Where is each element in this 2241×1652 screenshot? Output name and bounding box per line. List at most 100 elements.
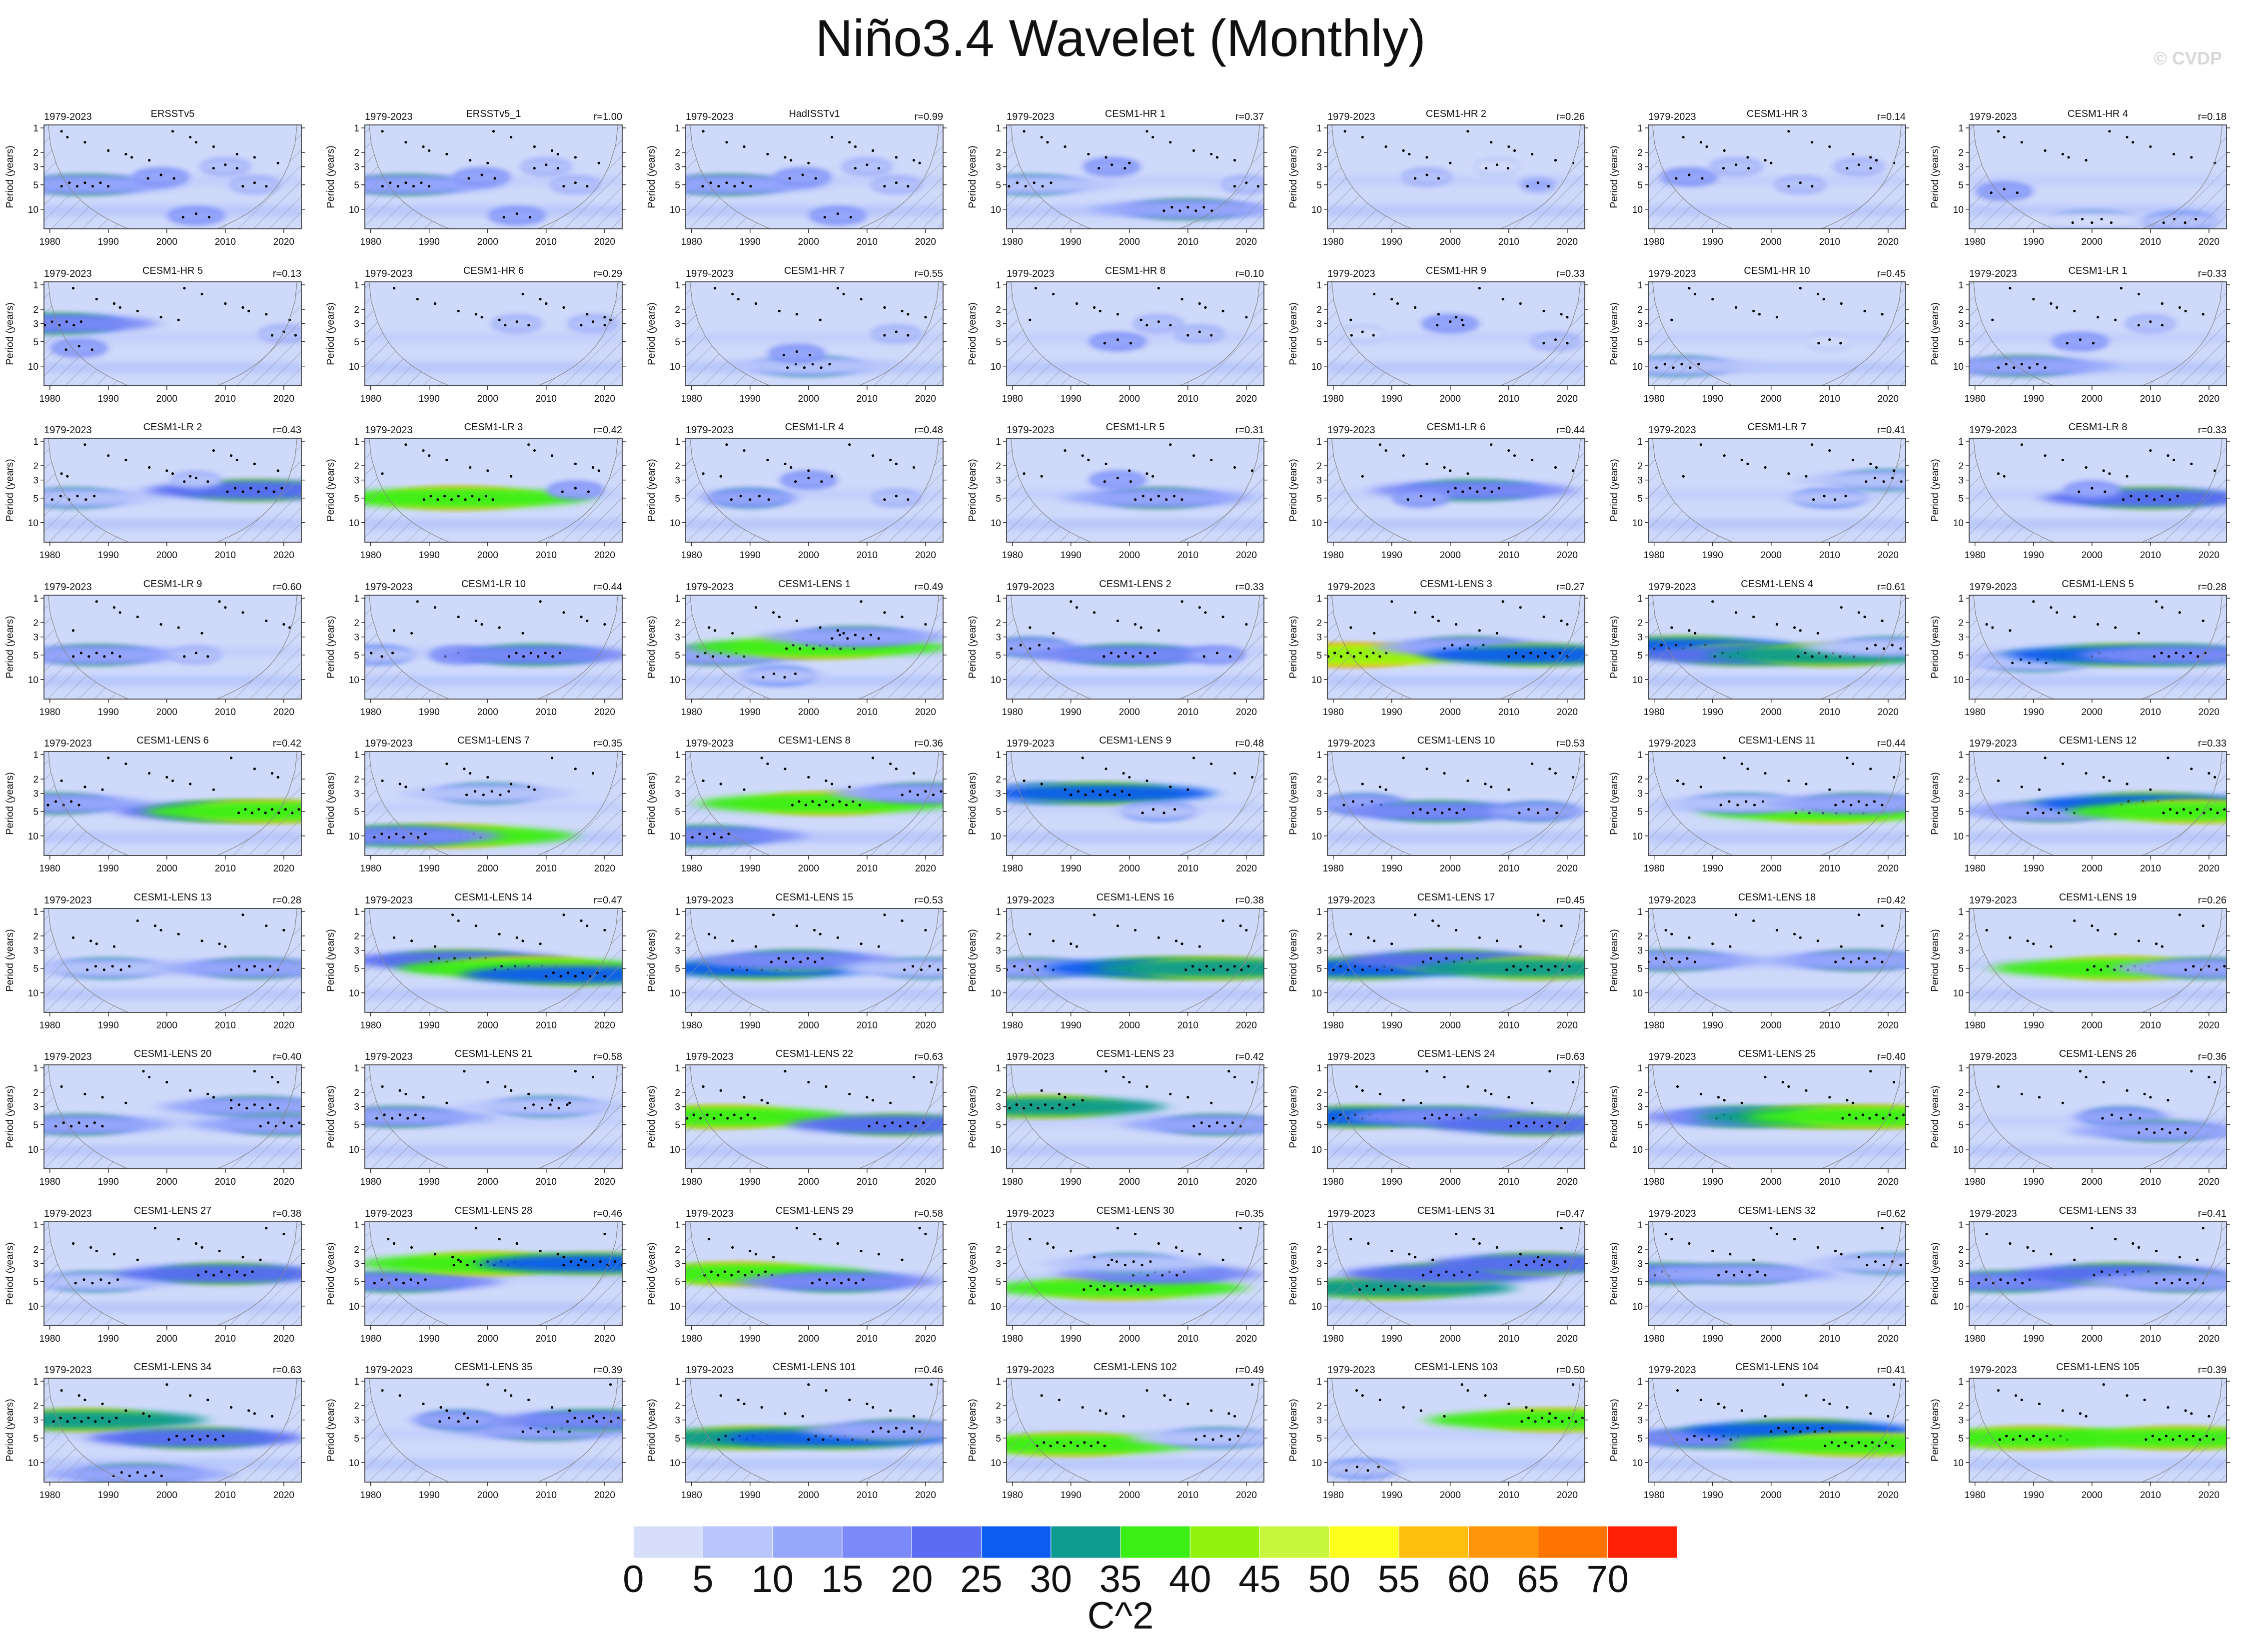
significance-dot <box>1105 156 1108 159</box>
y-tick-label: 5 <box>1637 1434 1643 1444</box>
x-tick-label: 2020 <box>2199 237 2220 247</box>
x-tick-label: 1980 <box>1323 394 1344 404</box>
y-axis-label: Period (years) <box>967 1085 978 1148</box>
significance-dot <box>2120 287 2123 290</box>
panel-correlation: r=0.33 <box>1235 582 1264 593</box>
significance-dot <box>1882 1117 1885 1120</box>
panel-plot-area <box>365 752 622 855</box>
significance-dot <box>1233 772 1236 775</box>
wavelet-panel: 1979-2023 CESM1-LENS 103 r=0.50123510Perio… <box>1288 1362 1588 1501</box>
significance-dot <box>1204 306 1207 309</box>
significance-dot <box>1519 302 1522 305</box>
significance-dot <box>1361 135 1364 139</box>
significance-dot <box>115 1417 118 1420</box>
significance-dot <box>1215 156 1218 159</box>
significance-dot <box>1373 292 1376 296</box>
significance-dot <box>1361 330 1364 333</box>
y-tick-label: 2 <box>675 305 680 315</box>
y-tick-label: 10 <box>1311 675 1322 686</box>
y-tick-label: 2 <box>1958 1088 1964 1098</box>
significance-dot <box>1821 1427 1824 1430</box>
significance-dot <box>2044 454 2047 457</box>
panel-frame <box>1006 1064 1264 1169</box>
significance-dot <box>550 1406 554 1409</box>
wavelet-panel: 1979-2023 CESM1-LENS 102 r=0.49123510Perio… <box>967 1362 1267 1501</box>
significance-dot <box>2020 1092 2023 1096</box>
y-tick-label: 2 <box>996 1401 1001 1412</box>
significance-dot <box>562 306 565 309</box>
significance-dot <box>895 181 898 184</box>
x-tick-label: 2010 <box>536 1177 557 1187</box>
significance-dot <box>189 783 192 786</box>
y-tick-label: 1 <box>996 1063 1001 1074</box>
significance-dot <box>1352 655 1355 658</box>
panel-period-label: 1979-2023 <box>44 425 92 436</box>
significance-dot <box>719 1394 722 1397</box>
significance-dot <box>1461 490 1464 493</box>
significance-dot <box>855 1282 858 1285</box>
significance-dot <box>1129 1285 1133 1288</box>
panel-period-label: 1979-2023 <box>365 582 413 593</box>
panel-period-label: 1979-2023 <box>1007 738 1055 749</box>
significance-dot <box>871 1099 875 1102</box>
y-tick-label: 10 <box>1632 831 1643 842</box>
significance-dot <box>2208 1415 2211 1418</box>
significance-dot <box>831 637 834 640</box>
significance-dot <box>241 185 244 188</box>
significance-dot <box>2085 159 2088 162</box>
x-tick-label: 2020 <box>1878 863 1899 874</box>
power-contour <box>1132 316 1185 331</box>
colorbar-swatch <box>633 1526 704 1559</box>
significance-dot <box>515 936 518 939</box>
x-tick-label: 1980 <box>39 550 60 561</box>
colorbar-swatch <box>981 1526 1052 1559</box>
y-tick-label: 1 <box>1958 280 1964 291</box>
significance-dot <box>1484 783 1487 786</box>
significance-dot <box>424 1278 427 1281</box>
significance-dot <box>387 1238 390 1241</box>
x-tick-label: 2000 <box>156 863 177 874</box>
significance-dot <box>2096 928 2100 932</box>
power-contour <box>1417 958 1585 978</box>
y-tick-label: 2 <box>675 618 680 629</box>
cone-of-influence <box>1327 282 1585 386</box>
significance-dot <box>1210 1101 1213 1104</box>
significance-dot <box>136 1471 139 1474</box>
significance-dot <box>1875 1113 1878 1116</box>
x-tick-label: 1980 <box>681 863 702 874</box>
x-tick-label: 2000 <box>1119 1020 1140 1031</box>
significance-dot <box>1040 135 1043 139</box>
significance-dot <box>2012 1438 2015 1441</box>
y-axis-label: Period (years) <box>646 145 657 208</box>
significance-dot <box>588 1417 591 1420</box>
x-tick-label: 1980 <box>1644 1490 1665 1501</box>
power-band <box>44 333 301 343</box>
significance-dot <box>795 924 798 927</box>
power-contour <box>1430 1115 1585 1134</box>
significance-dot <box>2182 808 2186 811</box>
significance-dot <box>2145 1128 2148 1131</box>
significance-dot <box>1023 472 1026 475</box>
significance-dot <box>820 366 823 369</box>
significance-dot <box>253 1103 256 1106</box>
colorbar-swatch <box>1051 1526 1121 1559</box>
power-band <box>44 675 301 687</box>
power-contour <box>1088 334 1147 350</box>
panel-correlation: r=0.35 <box>1235 1208 1264 1219</box>
significance-dot <box>788 177 791 180</box>
x-tick-label: 1990 <box>1702 1020 1723 1031</box>
significance-dot <box>515 320 518 323</box>
power-contour <box>870 326 923 342</box>
significance-dot <box>1775 1232 1779 1236</box>
significance-dot <box>1122 1075 1125 1079</box>
panel-period-label: 1979-2023 <box>686 425 734 436</box>
y-tick-label: 2 <box>1316 775 1322 785</box>
significance-dot <box>153 924 156 927</box>
significance-dot <box>159 173 162 176</box>
significance-dot <box>1674 644 1678 647</box>
significance-dot <box>1682 135 1685 139</box>
significance-dot <box>1793 1238 1796 1241</box>
significance-dot <box>2176 495 2179 498</box>
significance-dot <box>866 163 869 166</box>
